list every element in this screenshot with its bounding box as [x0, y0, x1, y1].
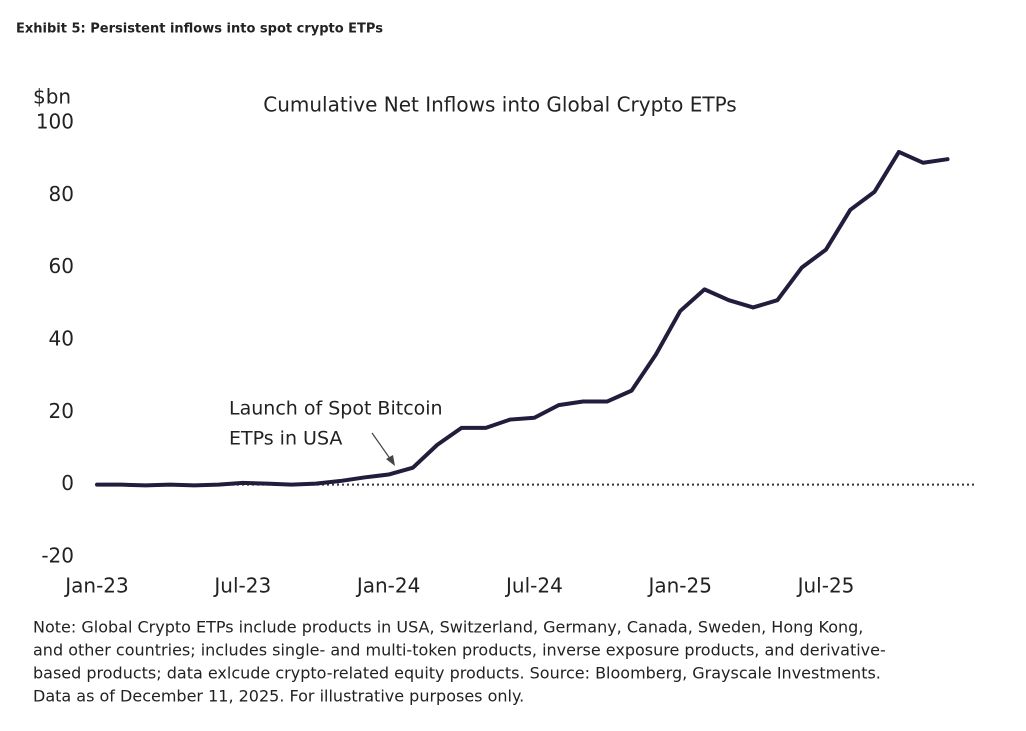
note-line: and other countries; includes single- an… [33, 641, 886, 660]
notes: Note: Global Crypto ETPs include product… [33, 618, 886, 706]
series-line [95, 149, 950, 488]
y-tick-label: 40 [49, 327, 74, 351]
note-line: based products; data exlcude crypto-rela… [33, 664, 881, 683]
annotation: ETPs in USA [229, 428, 342, 450]
x-tick-label: Jul-24 [504, 574, 563, 598]
y-tick-label: -20 [41, 544, 74, 568]
y-tick-label: 100 [36, 110, 74, 134]
x-tick-label: Jan-24 [355, 574, 421, 598]
note-line: Data as of December 11, 2025. For illust… [33, 687, 524, 706]
annotation-arrowhead [386, 455, 395, 466]
annotation: Launch of Spot Bitcoin [229, 398, 443, 420]
chart-title: Cumulative Net Inflows into Global Crypt… [263, 93, 736, 117]
y-tick-label: 60 [49, 254, 74, 278]
x-tick-label: Jan-25 [646, 574, 712, 598]
x-tick-label: Jul-25 [796, 574, 855, 598]
y-tick-label: 0 [61, 471, 74, 495]
exhibit-header: Exhibit 5: Persistent inflows into spot … [16, 22, 383, 37]
y-tick-label: 20 [49, 399, 74, 423]
annotation-arrow [371, 432, 392, 461]
note-line: Note: Global Crypto ETPs include product… [33, 618, 863, 637]
x-tick-label: Jan-23 [63, 574, 129, 598]
y-tick-label: 80 [49, 182, 74, 206]
x-tick-label: Jul-23 [212, 574, 271, 598]
y-axis-label: $bn [33, 85, 71, 109]
